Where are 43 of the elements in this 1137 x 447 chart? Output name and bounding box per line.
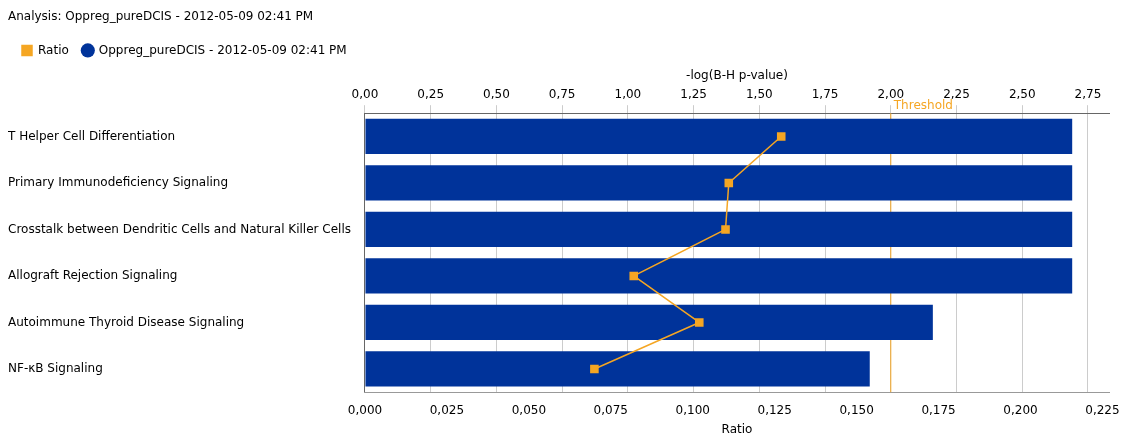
bar: [365, 304, 933, 341]
x-tick-label: 2,50: [1008, 87, 1036, 102]
legend-label: Ratio: [38, 42, 69, 57]
x-tick-label: 0,00: [351, 87, 379, 102]
text: Analysis: Oppreg_pureDCIS - 2012-05-09 02:41 PM: [8, 9, 314, 24]
x2-tick-label: 0,000: [347, 402, 383, 417]
point: [629, 271, 639, 281]
x2-tick-label: 0,150: [839, 402, 874, 417]
x2-tick-label: 0,050: [511, 402, 547, 417]
x-tick-label: 2,75: [1074, 87, 1102, 102]
x2-tick-label: 0,075: [593, 402, 628, 417]
x2-tick-label: 0,175: [921, 402, 956, 417]
x-tick-label: 1,00: [614, 87, 642, 102]
bar: [365, 351, 870, 387]
y-tick-label: Primary Immunodeficiency Signaling: [8, 175, 229, 190]
x-tick-label: 1,50: [745, 87, 773, 102]
y-tick-label: T Helper Cell Differentiation: [7, 128, 176, 143]
y-tick-label: Allograft Rejection Signaling: [8, 268, 178, 283]
bar: [365, 211, 1073, 248]
x-tick-label: 1,25: [680, 87, 707, 102]
point: [695, 318, 704, 327]
point: [724, 178, 734, 188]
bar: [365, 165, 1073, 201]
x-axis-title: -log(B-H p-value): [686, 67, 788, 82]
legend-label: Oppreg_pureDCIS - 2012-05-09 02:41 PM: [98, 42, 347, 57]
x-tick-label: 0,50: [483, 87, 510, 102]
point: [721, 225, 730, 234]
x-tick-label: 0,75: [548, 87, 576, 102]
x2-tick-label: 0,200: [1003, 402, 1038, 417]
y-tick-label: Crosstalk between Dendritic Cells and Natural Killer Cells: [8, 221, 351, 236]
x-tick-label: 1,75: [811, 87, 839, 102]
y-tick-label: Autoimmune Thyroid Disease Signaling: [8, 314, 245, 329]
x2-axis-title: Ratio: [721, 421, 753, 436]
x2-tick-label: 0,100: [675, 402, 710, 417]
point: [776, 132, 786, 141]
bar: [365, 258, 1073, 294]
bar: [365, 118, 1073, 155]
point: [590, 364, 599, 374]
x-tick-label: 0,25: [417, 87, 445, 102]
x2-tick-label: 0,225: [1085, 402, 1120, 417]
x2-tick-label: 0,125: [757, 402, 792, 417]
y-tick-label: NF-κB Signaling: [8, 361, 103, 376]
x2-tick-label: 0,025: [429, 402, 465, 417]
